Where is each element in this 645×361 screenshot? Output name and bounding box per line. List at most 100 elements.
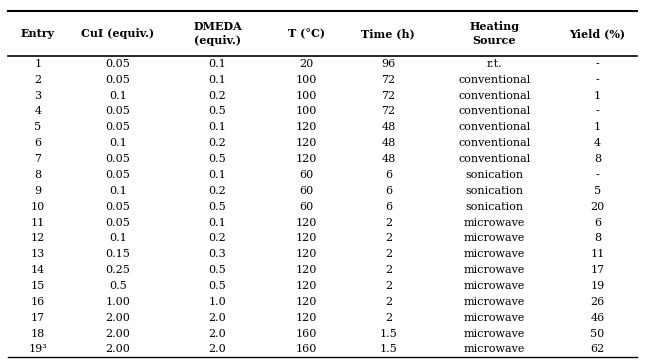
Text: sonication: sonication: [465, 170, 523, 180]
Text: 11: 11: [31, 218, 45, 227]
Text: 60: 60: [299, 202, 313, 212]
Text: 120: 120: [296, 265, 317, 275]
Text: 0.05: 0.05: [105, 122, 130, 132]
Text: 50: 50: [590, 329, 604, 339]
Text: 0.1: 0.1: [209, 218, 226, 227]
Text: 6: 6: [34, 138, 41, 148]
Text: -: -: [595, 170, 599, 180]
Text: -: -: [595, 75, 599, 85]
Text: 1.5: 1.5: [379, 344, 397, 355]
Text: 0.1: 0.1: [109, 186, 126, 196]
Text: 0.25: 0.25: [105, 265, 130, 275]
Text: 10: 10: [31, 202, 45, 212]
Text: 96: 96: [381, 59, 395, 69]
Text: 6: 6: [385, 186, 392, 196]
Text: 18: 18: [31, 329, 45, 339]
Text: 2: 2: [385, 281, 392, 291]
Text: 0.5: 0.5: [209, 106, 226, 117]
Text: 120: 120: [296, 122, 317, 132]
Text: microwave: microwave: [464, 218, 525, 227]
Text: 46: 46: [590, 313, 604, 323]
Text: -: -: [595, 106, 599, 117]
Text: 0.05: 0.05: [105, 170, 130, 180]
Text: 0.2: 0.2: [209, 233, 226, 243]
Text: 15: 15: [31, 281, 45, 291]
Text: 20: 20: [299, 59, 313, 69]
Text: 2: 2: [385, 249, 392, 259]
Text: 0.05: 0.05: [105, 202, 130, 212]
Text: 2: 2: [385, 218, 392, 227]
Text: 0.05: 0.05: [105, 75, 130, 85]
Text: 1: 1: [594, 91, 601, 101]
Text: 2: 2: [385, 297, 392, 307]
Text: microwave: microwave: [464, 281, 525, 291]
Text: microwave: microwave: [464, 233, 525, 243]
Text: 100: 100: [296, 91, 317, 101]
Text: 2: 2: [34, 75, 41, 85]
Text: 4: 4: [34, 106, 41, 117]
Text: 17: 17: [590, 265, 604, 275]
Text: CuI (equiv.): CuI (equiv.): [81, 28, 154, 39]
Text: 12: 12: [31, 233, 45, 243]
Text: microwave: microwave: [464, 249, 525, 259]
Text: 160: 160: [296, 344, 317, 355]
Text: 0.1: 0.1: [209, 122, 226, 132]
Text: 0.1: 0.1: [109, 138, 126, 148]
Text: 1: 1: [34, 59, 41, 69]
Text: Time (h): Time (h): [361, 28, 415, 39]
Text: microwave: microwave: [464, 297, 525, 307]
Text: 72: 72: [381, 75, 395, 85]
Text: 0.1: 0.1: [109, 233, 126, 243]
Text: 0.05: 0.05: [105, 106, 130, 117]
Text: 11: 11: [590, 249, 604, 259]
Text: 20: 20: [590, 202, 604, 212]
Text: DMEDA
(equiv.): DMEDA (equiv.): [194, 21, 242, 46]
Text: 120: 120: [296, 154, 317, 164]
Text: 0.2: 0.2: [209, 186, 226, 196]
Text: 16: 16: [31, 297, 45, 307]
Text: 6: 6: [594, 218, 601, 227]
Text: 0.1: 0.1: [209, 59, 226, 69]
Text: 17: 17: [31, 313, 45, 323]
Text: 2: 2: [385, 233, 392, 243]
Text: 19: 19: [590, 281, 604, 291]
Text: 0.1: 0.1: [109, 91, 126, 101]
Text: 0.5: 0.5: [209, 281, 226, 291]
Text: 120: 120: [296, 281, 317, 291]
Text: 48: 48: [381, 138, 395, 148]
Text: 62: 62: [590, 344, 604, 355]
Text: 2.0: 2.0: [209, 313, 226, 323]
Text: microwave: microwave: [464, 344, 525, 355]
Text: 26: 26: [590, 297, 604, 307]
Text: microwave: microwave: [464, 265, 525, 275]
Text: 2.00: 2.00: [105, 313, 130, 323]
Text: conventional: conventional: [458, 106, 530, 117]
Text: microwave: microwave: [464, 329, 525, 339]
Text: 0.05: 0.05: [105, 154, 130, 164]
Text: 2: 2: [385, 313, 392, 323]
Text: 5: 5: [34, 122, 41, 132]
Text: 1.00: 1.00: [105, 297, 130, 307]
Text: conventional: conventional: [458, 138, 530, 148]
Text: 2.00: 2.00: [105, 344, 130, 355]
Text: 0.3: 0.3: [209, 249, 226, 259]
Text: 1: 1: [594, 122, 601, 132]
Text: conventional: conventional: [458, 91, 530, 101]
Text: conventional: conventional: [458, 154, 530, 164]
Text: 13: 13: [31, 249, 45, 259]
Text: microwave: microwave: [464, 313, 525, 323]
Text: 0.05: 0.05: [105, 218, 130, 227]
Text: 160: 160: [296, 329, 317, 339]
Text: 120: 120: [296, 218, 317, 227]
Text: 0.1: 0.1: [209, 75, 226, 85]
Text: 0.5: 0.5: [109, 281, 126, 291]
Text: 3: 3: [34, 91, 41, 101]
Text: 1.5: 1.5: [379, 329, 397, 339]
Text: sonication: sonication: [465, 202, 523, 212]
Text: 48: 48: [381, 122, 395, 132]
Text: 60: 60: [299, 186, 313, 196]
Text: 8: 8: [34, 170, 41, 180]
Text: 19³: 19³: [28, 344, 47, 355]
Text: conventional: conventional: [458, 122, 530, 132]
Text: Heating
Source: Heating Source: [470, 21, 519, 46]
